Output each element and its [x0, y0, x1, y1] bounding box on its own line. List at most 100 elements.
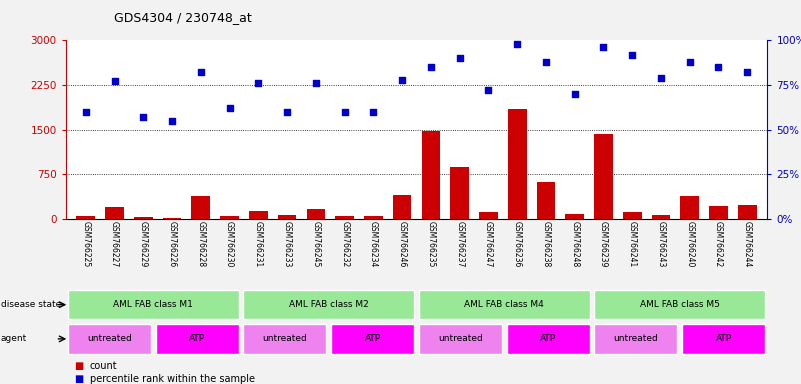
Point [309, 80, 322, 86]
Bar [594, 323, 678, 354]
Text: agent: agent [1, 334, 27, 343]
Text: GSM766248: GSM766248 [570, 221, 579, 267]
Point [367, 109, 380, 115]
Text: GSM766228: GSM766228 [196, 221, 205, 267]
Text: GSM766229: GSM766229 [139, 221, 148, 267]
Bar [508, 109, 526, 219]
Text: GSM766235: GSM766235 [426, 221, 436, 267]
Text: ATP: ATP [540, 334, 556, 343]
Text: GSM766242: GSM766242 [714, 221, 723, 267]
Point [712, 64, 725, 70]
Text: ■: ■ [74, 361, 83, 371]
Bar [738, 205, 757, 219]
Text: GSM766237: GSM766237 [455, 221, 464, 267]
Text: GSM766240: GSM766240 [685, 221, 694, 267]
Point [252, 80, 265, 86]
Text: ATP: ATP [364, 334, 380, 343]
Bar [709, 206, 728, 219]
Text: GSM766232: GSM766232 [340, 221, 349, 267]
Point [338, 109, 351, 115]
Bar [244, 323, 327, 354]
Text: ■: ■ [74, 374, 83, 384]
Text: ATP: ATP [715, 334, 731, 343]
Point [482, 87, 495, 93]
Text: AML FAB class M5: AML FAB class M5 [640, 300, 719, 309]
Bar [220, 217, 239, 219]
Point [425, 64, 437, 70]
Point [683, 59, 696, 65]
Bar [105, 207, 124, 219]
Text: AML FAB class M2: AML FAB class M2 [289, 300, 368, 309]
Text: GSM766236: GSM766236 [513, 221, 521, 267]
Point [195, 70, 207, 76]
Bar [392, 195, 412, 219]
Point [511, 41, 524, 47]
Point [396, 76, 409, 83]
Bar [479, 212, 497, 219]
Text: GSM766243: GSM766243 [657, 221, 666, 267]
Text: disease state: disease state [1, 300, 61, 309]
Text: untreated: untreated [438, 334, 483, 343]
Text: GSM766247: GSM766247 [484, 221, 493, 267]
Text: percentile rank within the sample: percentile rank within the sample [90, 374, 255, 384]
Bar [421, 131, 441, 219]
Point [79, 109, 92, 115]
Text: ATP: ATP [189, 334, 205, 343]
Text: GSM766227: GSM766227 [110, 221, 119, 267]
Point [626, 51, 638, 58]
Bar [594, 134, 613, 219]
Text: GSM766238: GSM766238 [541, 221, 550, 267]
Text: GSM766234: GSM766234 [369, 221, 378, 267]
Bar [191, 196, 210, 219]
Bar [68, 290, 239, 319]
Text: untreated: untreated [87, 334, 132, 343]
Text: GSM766246: GSM766246 [397, 221, 407, 267]
Bar [419, 323, 502, 354]
Point [741, 70, 754, 76]
Text: GSM766231: GSM766231 [254, 221, 263, 267]
Point [654, 75, 667, 81]
Text: AML FAB class M4: AML FAB class M4 [465, 300, 544, 309]
Point [540, 59, 553, 65]
Bar [307, 209, 325, 219]
Bar [249, 210, 268, 219]
Bar [331, 323, 414, 354]
Text: GDS4304 / 230748_at: GDS4304 / 230748_at [114, 12, 252, 25]
Text: GSM766244: GSM766244 [743, 221, 751, 267]
Bar [134, 217, 153, 219]
Bar [506, 323, 590, 354]
Text: GSM766245: GSM766245 [312, 221, 320, 267]
Bar [651, 215, 670, 219]
Bar [680, 196, 699, 219]
Bar [537, 182, 555, 219]
Point [166, 118, 179, 124]
Bar [623, 212, 642, 219]
Bar [594, 290, 765, 319]
Bar [76, 216, 95, 219]
Text: GSM766241: GSM766241 [628, 221, 637, 267]
Text: count: count [90, 361, 117, 371]
Bar [419, 290, 590, 319]
Bar [566, 214, 584, 219]
Text: AML FAB class M1: AML FAB class M1 [114, 300, 193, 309]
Point [137, 114, 150, 120]
Text: GSM766225: GSM766225 [82, 221, 91, 267]
Bar [68, 323, 151, 354]
Point [453, 55, 466, 61]
Text: GSM766230: GSM766230 [225, 221, 234, 267]
Bar [244, 290, 414, 319]
Point [597, 45, 610, 51]
Text: untreated: untreated [263, 334, 308, 343]
Bar [278, 215, 296, 219]
Point [223, 105, 236, 111]
Point [108, 78, 121, 84]
Text: GSM766226: GSM766226 [167, 221, 176, 267]
Text: untreated: untreated [614, 334, 658, 343]
Text: GSM766233: GSM766233 [283, 221, 292, 267]
Bar [155, 323, 239, 354]
Point [568, 91, 581, 97]
Bar [450, 167, 469, 219]
Text: GSM766239: GSM766239 [599, 221, 608, 267]
Bar [682, 323, 765, 354]
Bar [163, 218, 182, 219]
